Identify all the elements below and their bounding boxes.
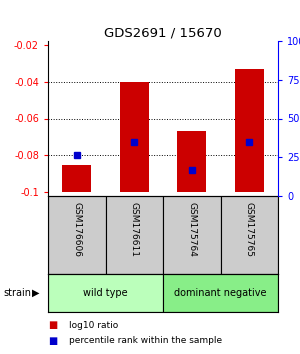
Text: GSM175765: GSM175765 [245,202,254,257]
Title: GDS2691 / 15670: GDS2691 / 15670 [104,27,222,40]
Text: log10 ratio: log10 ratio [69,321,118,330]
Text: ■: ■ [48,336,57,346]
Text: GSM176606: GSM176606 [72,202,81,257]
Bar [235,69,264,192]
Text: percentile rank within the sample: percentile rank within the sample [69,336,222,345]
Text: wild type: wild type [83,288,128,298]
Bar [220,196,278,274]
Text: dominant negative: dominant negative [174,288,267,298]
Text: ■: ■ [48,320,57,330]
Bar [177,131,206,192]
Bar [106,196,163,274]
Bar [163,196,220,274]
Text: GSM176611: GSM176611 [130,202,139,257]
Bar [163,274,278,312]
Text: strain: strain [3,288,31,298]
Bar [62,165,91,192]
Text: GSM175764: GSM175764 [187,202,196,257]
Bar [48,196,106,274]
Text: ▶: ▶ [32,288,39,298]
Bar [48,274,163,312]
Bar [120,81,148,192]
